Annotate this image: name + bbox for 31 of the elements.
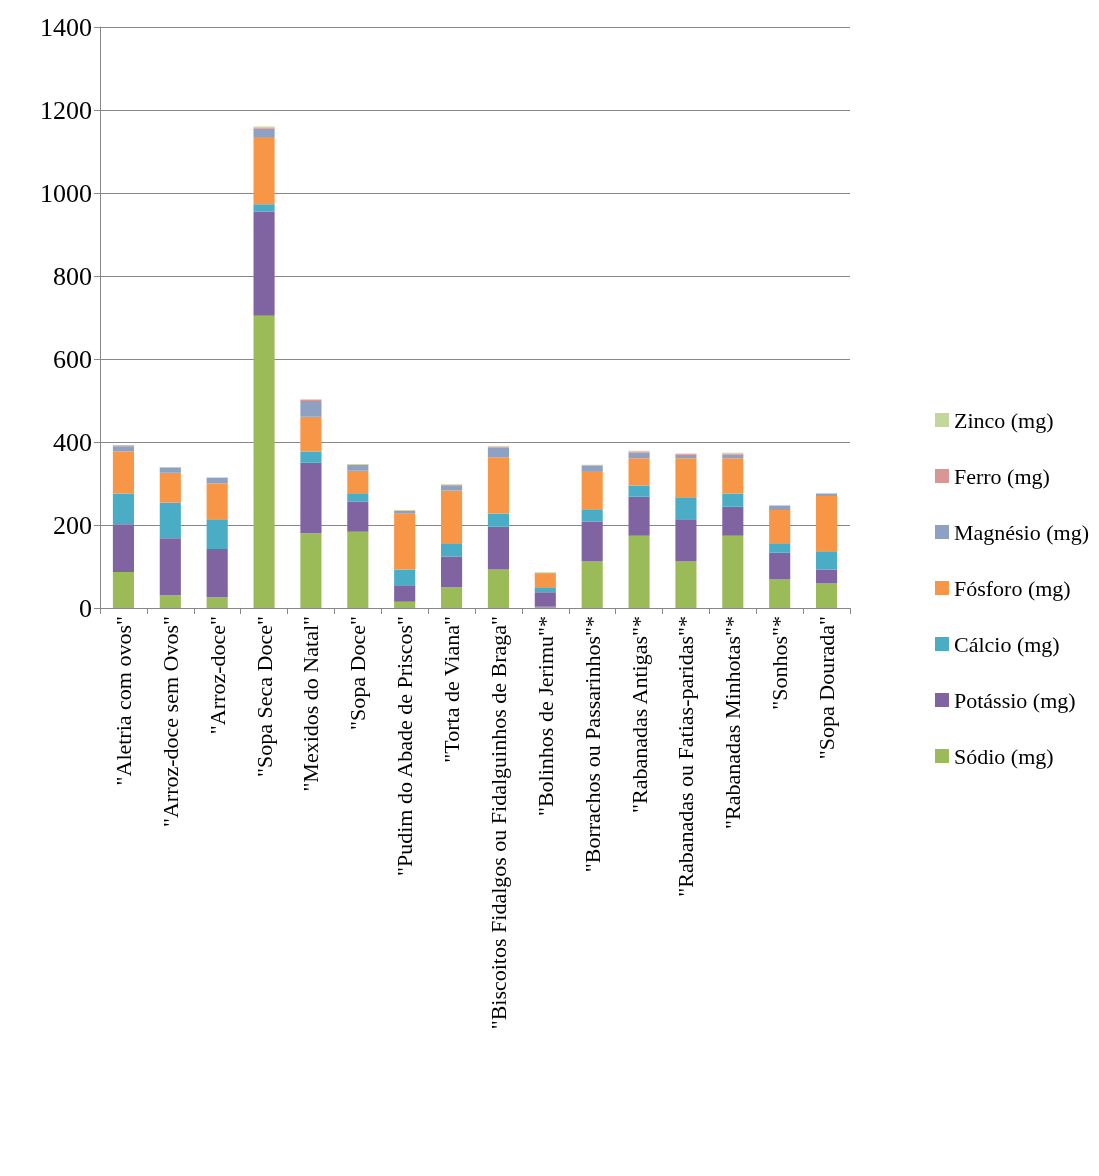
legend-label: Zinco (mg) [953,407,1054,433]
y-tick-label: 400 [53,427,92,457]
y-tick-label: 1000 [40,178,92,208]
x-tick-label: "Rabanadas Minhotas"* [720,616,746,829]
legend-label: Sódio (mg) [953,743,1054,769]
x-tick-label: "Arroz-doce sem Ovos" [157,616,183,828]
y-tick-label: 200 [53,510,92,540]
y-tick-label: 600 [53,344,92,374]
legend-label: Magnésio (mg) [953,519,1089,545]
x-tick-label: "Bolinhos de Jerimu"* [532,616,558,817]
x-tick-label: "Aletria com ovos" [110,616,136,786]
x-tick-label: "Pudim do Abade de Priscos" [392,616,418,876]
x-tick-label: "Mexidos do Natal" [298,616,324,792]
legend-label: Fósforo (mg) [953,575,1071,601]
x-tick-label: "Sopa Doce" [345,616,371,730]
x-tick-label: "Rabanadas ou Fatias-paridas"* [673,616,699,897]
x-tick-label: "Arroz-doce" [204,616,230,735]
legend-label: Potássio (mg) [953,687,1076,713]
x-tick-label: "Sonhos"* [767,616,793,710]
y-tick-label: 0 [79,593,92,623]
x-tick-label: "Torta de Viana" [439,616,465,763]
y-tick-label: 1400 [40,12,92,42]
x-tick-label: "Sopa Dourada" [814,616,840,760]
x-tick-label: "Borrachos ou Passarinhos"* [579,616,605,873]
legend-label: Cálcio (mg) [953,631,1060,657]
x-tick-label: "Sopa Seca Doce" [251,616,277,777]
x-tick-label: "Rabanadas Antigas"* [626,616,652,813]
x-tick-label: "Biscoitos Fidalgos ou Fidalguinhos de Braga" [485,616,511,1030]
legend-label: Ferro (mg) [953,463,1050,489]
y-tick-label: 1200 [40,95,92,125]
y-tick-label: 800 [53,261,92,291]
